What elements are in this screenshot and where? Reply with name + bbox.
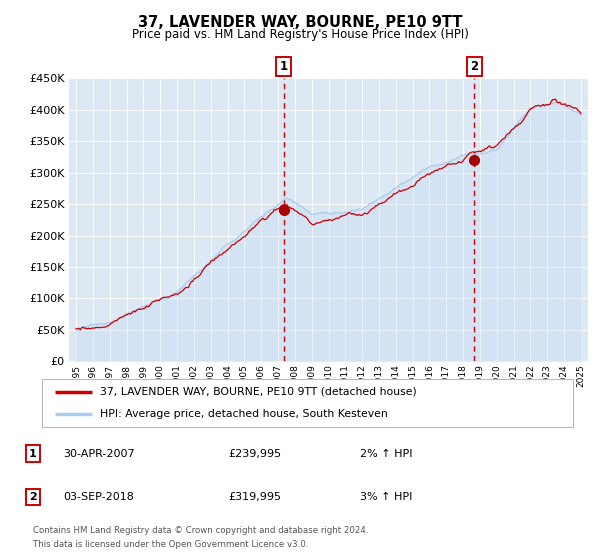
Text: 37, LAVENDER WAY, BOURNE, PE10 9TT: 37, LAVENDER WAY, BOURNE, PE10 9TT	[138, 15, 462, 30]
Text: 3% ↑ HPI: 3% ↑ HPI	[360, 492, 412, 502]
Text: 2: 2	[29, 492, 37, 502]
Text: 1: 1	[280, 60, 287, 73]
Text: £319,995: £319,995	[228, 492, 281, 502]
Text: 37, LAVENDER WAY, BOURNE, PE10 9TT (detached house): 37, LAVENDER WAY, BOURNE, PE10 9TT (deta…	[100, 387, 417, 397]
Text: £239,995: £239,995	[228, 449, 281, 459]
Text: 2% ↑ HPI: 2% ↑ HPI	[360, 449, 413, 459]
Text: HPI: Average price, detached house, South Kesteven: HPI: Average price, detached house, Sout…	[100, 409, 388, 419]
Text: Contains HM Land Registry data © Crown copyright and database right 2024.: Contains HM Land Registry data © Crown c…	[33, 526, 368, 535]
Text: 2: 2	[470, 60, 478, 73]
Text: 1: 1	[29, 449, 37, 459]
FancyBboxPatch shape	[42, 379, 573, 427]
Text: 30-APR-2007: 30-APR-2007	[63, 449, 134, 459]
Text: Price paid vs. HM Land Registry's House Price Index (HPI): Price paid vs. HM Land Registry's House …	[131, 28, 469, 41]
Text: 03-SEP-2018: 03-SEP-2018	[63, 492, 134, 502]
Text: This data is licensed under the Open Government Licence v3.0.: This data is licensed under the Open Gov…	[33, 540, 308, 549]
